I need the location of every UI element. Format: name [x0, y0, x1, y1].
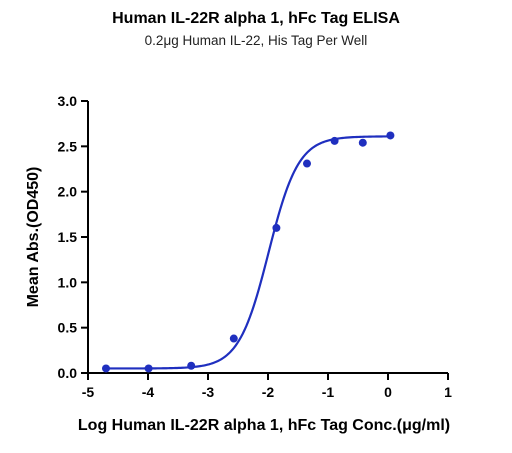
- y-tick-label: 0.0: [58, 365, 78, 381]
- data-point: [272, 223, 281, 232]
- x-tick-label: -2: [262, 384, 275, 400]
- x-tick-label: 1: [444, 384, 452, 400]
- x-tick-label: -4: [142, 384, 155, 400]
- y-tick-label: 2.0: [58, 184, 78, 200]
- y-axis-label: Mean Abs.(OD450): [25, 167, 42, 308]
- x-tick-label: 0: [384, 384, 392, 400]
- fit-curve: [106, 135, 391, 370]
- data-point: [102, 364, 110, 373]
- y-tick-label: 2.5: [58, 138, 78, 154]
- data-points: [102, 131, 395, 373]
- data-point: [358, 138, 367, 147]
- x-tick-label: -5: [82, 384, 95, 400]
- y-tick-label: 0.5: [58, 320, 78, 336]
- data-point: [229, 334, 238, 343]
- x-tick-label: -3: [202, 384, 215, 400]
- x-axis-label: Log Human IL-22R alpha 1, hFc Tag Conc.(…: [78, 417, 450, 434]
- chart-title: Human IL-22R alpha 1, hFc Tag ELISA: [112, 10, 400, 27]
- y-tick-label: 1.5: [58, 229, 78, 245]
- x-tick-label: -1: [322, 384, 335, 400]
- data-point: [144, 364, 153, 373]
- y-tick-label: 3.0: [58, 93, 78, 109]
- data-point: [330, 136, 339, 145]
- data-point: [187, 361, 196, 370]
- data-point: [303, 159, 311, 168]
- axes: 0.0 0.5 1.0 1.5 2.0 2.5 3.0 -5 -4 -3 -2 -1 0 1: [58, 93, 453, 400]
- data-point: [386, 131, 395, 140]
- y-tick-label: 1.0: [58, 274, 78, 290]
- chart-subtitle: 0.2μg Human IL-22, His Tag Per Well: [144, 33, 368, 48]
